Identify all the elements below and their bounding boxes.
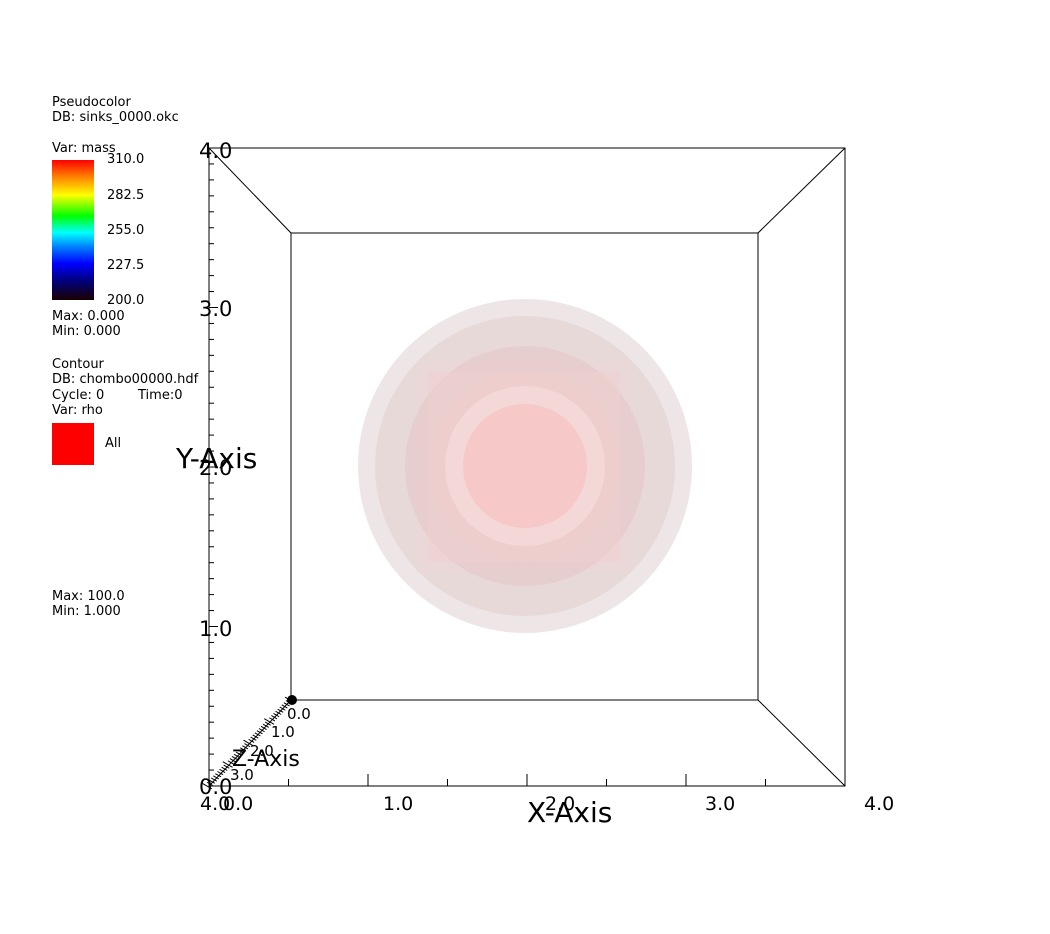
tick-mark (256, 730, 263, 735)
tick-mark (264, 721, 272, 726)
tick-mark (213, 775, 220, 780)
tick-mark (277, 708, 284, 713)
x-tick-label: 3.0 (705, 793, 735, 815)
colorbar-label: 227.5 (107, 258, 145, 273)
tick-mark (283, 702, 290, 707)
pseudocolor-var: Var: mass (52, 141, 116, 156)
z-tick-label: 1.0 (271, 723, 295, 741)
tick-mark (271, 715, 278, 720)
colorbar (52, 160, 94, 300)
pseudocolor-db: DB: sinks_0000.okc (52, 110, 179, 125)
colorbar-label: 310.0 (107, 152, 145, 167)
contour-isosurfaces (358, 299, 692, 633)
tick-mark (264, 718, 275, 725)
contour-time: Time:0 (138, 388, 183, 403)
tick-mark (223, 764, 230, 769)
tick-mark (222, 761, 233, 768)
x-axis-title: X-Axis (527, 796, 612, 829)
contour-title: Contour (52, 357, 104, 372)
tick-mark (281, 704, 288, 709)
tick-mark (206, 781, 213, 786)
y-axis-title: Y-Axis (175, 442, 257, 475)
tick-mark (219, 768, 226, 773)
tick-mark (235, 751, 242, 756)
colorbar-label: 255.0 (107, 223, 145, 238)
contour-min: Min: 1.000 (52, 604, 121, 619)
tick-mark (279, 706, 286, 711)
tick-mark (252, 734, 259, 739)
z-tick-label: 0.0 (287, 705, 311, 723)
tick-mark (258, 728, 265, 733)
x-tick-label: 0.0 (223, 793, 253, 815)
tick-mark (231, 756, 238, 761)
tick-mark (201, 782, 213, 790)
z-axis-title: Z-Axis (232, 747, 300, 772)
bounding-box-edge (757, 699, 846, 787)
z-tick-label: 2.0 (250, 742, 274, 760)
y-tick-label: 2.0 (199, 456, 232, 480)
pseudocolor-max: Max: 0.000 (52, 309, 125, 324)
tick-mark (233, 753, 240, 758)
tick-mark (221, 766, 228, 771)
z-axis-ticks (201, 696, 296, 790)
tick-mark (229, 758, 236, 763)
colorbar-label: 200.0 (107, 293, 145, 308)
contour-db: DB: chombo00000.hdf (52, 372, 199, 387)
y-axis-ticks (209, 147, 218, 787)
tick-mark (215, 773, 222, 778)
contour-cycle: Cycle: 0 (52, 388, 105, 403)
bounding-box-back (290, 232, 759, 701)
tick-mark (275, 710, 282, 715)
x-tick-label: 2.0 (545, 793, 575, 815)
contour-var: Var: rho (52, 403, 103, 418)
tick-mark (237, 749, 245, 754)
y-tick-label: 0.0 (199, 775, 232, 799)
contour-swatch-label: All (105, 436, 122, 451)
z-tick-label: 3.0 (230, 766, 254, 784)
pseudocolor-min: Min: 0.000 (52, 324, 121, 339)
pseudocolor-title: Pseudocolor (52, 95, 131, 110)
z-tick-label: 4.0 (200, 793, 230, 815)
x-tick-label: 1.0 (383, 793, 413, 815)
tick-mark (227, 760, 234, 765)
tick-mark (248, 738, 255, 743)
tick-mark (262, 723, 269, 728)
y-tick-label: 3.0 (199, 297, 232, 321)
tick-mark (254, 732, 261, 737)
tick-mark (243, 739, 254, 747)
tick-mark (250, 736, 257, 741)
tick-mark (208, 779, 215, 784)
x-tick-label: 4.0 (864, 793, 894, 815)
tick-mark (217, 771, 224, 776)
z-axis-origin-marker (287, 695, 297, 705)
bounding-box-edge (208, 147, 292, 234)
tick-mark (244, 743, 251, 748)
bounding-box-edge (757, 147, 846, 234)
x-axis-ticks (208, 774, 846, 786)
y-tick-label: 4.0 (199, 139, 232, 163)
y-tick-label: 1.0 (199, 617, 232, 641)
tick-mark (273, 713, 280, 718)
colorbar-label: 282.5 (107, 188, 145, 203)
tick-mark (269, 717, 276, 722)
tick-mark (240, 747, 247, 752)
contour-max: Max: 100.0 (52, 589, 125, 604)
tick-mark (242, 745, 249, 750)
tick-mark (260, 725, 267, 730)
contour-swatch (52, 423, 94, 465)
tick-mark (210, 777, 218, 782)
